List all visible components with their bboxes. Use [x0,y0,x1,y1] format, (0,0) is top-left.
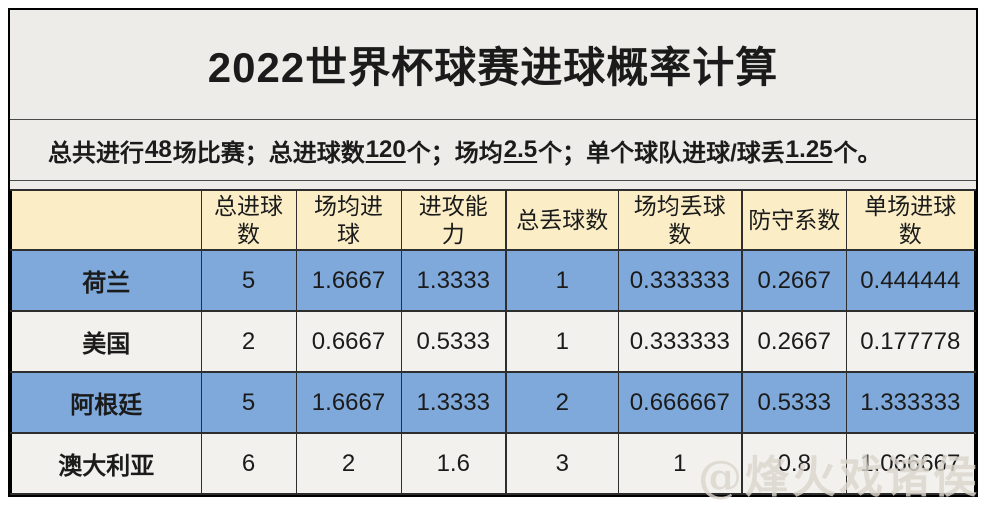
summary-text: 个。 [833,139,882,167]
data-cell: 0.177778 [845,310,976,373]
data-cell: 0.2667 [741,310,847,373]
data-cell: 0.333333 [617,310,743,373]
header-cell-attack-ability: 进攻能 力 [400,189,507,251]
data-cell: 0.444444 [845,249,976,312]
header-cell-total-conceded: 总丢球数 [505,189,619,251]
data-cell: 0.5333 [741,371,847,434]
data-cell: 2 [505,371,619,434]
data-cell: 0.2667 [741,249,847,312]
data-cell: 1.3333 [400,249,507,312]
header-cell-team [10,189,202,251]
data-cell: 2 [295,432,402,495]
data-cell: 1.066667 [845,432,976,495]
team-name-cell: 阿根廷 [10,371,202,434]
goal-probability-table: 总进球 数 场均进 球 进攻能 力 总丢球数 场均丢球 数 防守系数 单场进球 … [10,189,976,495]
data-cell: 0.5333 [400,310,507,373]
table-header-row: 总进球 数 场均进 球 进攻能 力 总丢球数 场均丢球 数 防守系数 单场进球 … [10,189,976,251]
data-cell: 3 [505,432,619,495]
summary-number: 1.25 [785,136,833,163]
data-cell: 6 [200,432,297,495]
summary-number: 120 [365,136,406,163]
data-cell: 1 [505,310,619,373]
summary-line: 总共进行 48 场比赛；总进球数 120 个；场均 2.5 个；单个球队进球/球丢 1.25 个… [10,120,976,181]
header-cell-goals-per-match: 单场进球 数 [845,189,976,251]
data-cell: 5 [200,371,297,434]
team-name-cell: 澳大利亚 [10,432,202,495]
header-cell-total-goals: 总进球 数 [200,189,297,251]
spacer [10,181,976,189]
data-cell: 1 [505,249,619,312]
data-cell: 0.8 [741,432,847,495]
table-row-argentina: 阿根廷 5 1.6667 1.3333 2 0.666667 0.5333 1.… [10,371,976,434]
data-cell: 0.6667 [295,310,402,373]
summary-text: 个；场均 [406,139,503,167]
content-panel: 2022世界杯球赛进球概率计算 总共进行 48 场比赛；总进球数 120 个；场均 2.5… [8,8,978,497]
table-row-netherlands: 荷兰 5 1.6667 1.3333 1 0.333333 0.2667 0.4… [10,249,976,312]
team-name-cell: 荷兰 [10,249,202,312]
header-cell-goals-per-game: 场均进 球 [295,189,402,251]
data-cell: 1.6667 [295,371,402,434]
summary-number: 2.5 [503,136,538,163]
table-row-australia: 澳大利亚 6 2 1.6 3 1 0.8 1.066667 [10,432,976,495]
table-row-usa: 美国 2 0.6667 0.5333 1 0.333333 0.2667 0.1… [10,310,976,373]
data-cell: 0.333333 [617,249,743,312]
header-cell-conceded-per-game: 场均丢球 数 [617,189,743,251]
data-cell: 2 [200,310,297,373]
data-cell: 0.666667 [617,371,743,434]
data-cell: 1.6667 [295,249,402,312]
summary-text: 个；单个球队进球/球丢 [538,139,785,167]
header-cell-defense-coeff: 防守系数 [741,189,847,251]
data-cell: 1.6 [400,432,507,495]
page-title: 2022世界杯球赛进球概率计算 [10,10,976,120]
summary-text: 总共进行 [48,139,144,167]
summary-text: 场比赛；总进球数 [172,139,365,167]
summary-number: 48 [145,136,172,163]
data-cell: 1.3333 [400,371,507,434]
data-cell: 1 [617,432,743,495]
data-cell: 1.333333 [845,371,976,434]
team-name-cell: 美国 [10,310,202,373]
data-cell: 5 [200,249,297,312]
